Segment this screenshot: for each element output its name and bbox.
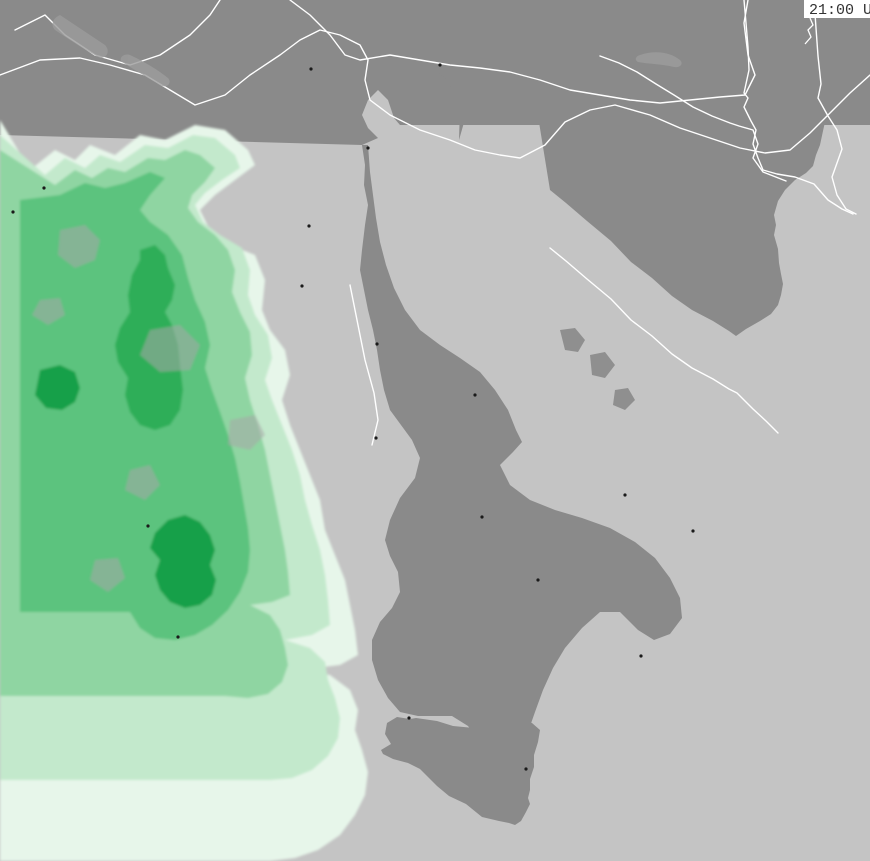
svg-text:21:00 UTC: 21:00 UTC	[809, 2, 870, 19]
